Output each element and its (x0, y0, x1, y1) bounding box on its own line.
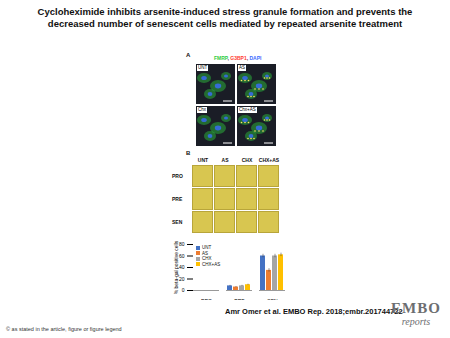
html-text:UNT: UNT (198, 65, 208, 70)
html-text:A: A (186, 52, 191, 58)
html-text:Amr Omer et al. EMBO Rep. 2018: Amr Omer et al. EMBO Rep. 2018;embr.2017… (225, 307, 403, 316)
html-text:Chx: Chx (198, 107, 206, 112)
svg-text:SEN: SEN (267, 298, 278, 300)
svg-text:PRE: PRE (234, 298, 245, 300)
html-text:CHX: CHX (241, 157, 253, 163)
svg-text:0: 0 (182, 287, 185, 293)
html-text:UNT: UNT (202, 245, 212, 250)
html-text:Chx+AS: Chx+AS (239, 107, 256, 112)
html-text:PRE: PRE (172, 196, 183, 202)
html-text:UNT: UNT (197, 157, 209, 163)
html-text:PRO: PRO (172, 173, 183, 179)
html-text:SEN: SEN (172, 219, 183, 225)
html-text:B: B (186, 150, 191, 156)
html-text:CHX: CHX (202, 256, 212, 261)
html-text:AS: AS (202, 250, 208, 256)
html-text:Cycloheximide inhibits arsenit: Cycloheximide inhibits arsenite-induced … (37, 6, 413, 29)
svg-text:60: 60 (179, 253, 185, 259)
svg-text:PRO: PRO (201, 298, 212, 300)
html-text:AS: AS (239, 65, 245, 70)
svg-text:80: 80 (179, 241, 185, 247)
html-text:EMBO: EMBO (391, 300, 441, 316)
svg-text:40: 40 (179, 264, 185, 270)
html-text:AS: AS (221, 157, 229, 163)
html-text:© as stated in the article, fi: © as stated in the article, figure or fi… (6, 326, 122, 332)
html-text:CHX+AS: CHX+AS (258, 157, 280, 163)
html-text:CHX+AS: CHX+AS (202, 261, 221, 267)
html-text:FMRP, G3BP1, DAPI: FMRP, G3BP1, DAPI (214, 55, 262, 61)
svg-text:% beta-gal positive cells: % beta-gal positive cells (173, 240, 179, 294)
html-text:reports: reports (401, 316, 431, 327)
svg-text:20: 20 (179, 276, 185, 282)
